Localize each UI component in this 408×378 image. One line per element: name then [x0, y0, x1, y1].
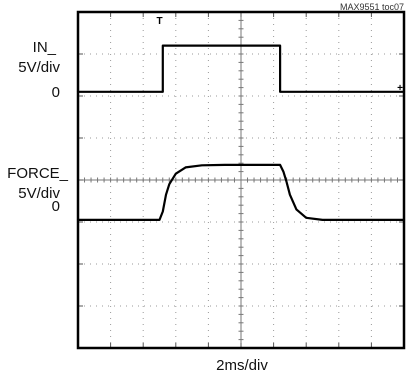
trace-force-line	[76, 163, 406, 221]
trace-in-line	[76, 44, 406, 93]
plot-frame	[76, 10, 406, 350]
figure-id: MAX9551 toc07	[340, 2, 404, 12]
channel-1-zero-label: 0	[52, 84, 60, 101]
channel-2-name: FORCE_	[7, 165, 69, 182]
plot-border	[76, 10, 406, 350]
traces	[76, 44, 406, 221]
grid	[77, 11, 405, 349]
channel-1-scale: 5V/div	[18, 59, 60, 76]
channel-2-zero-label: 0	[52, 198, 60, 215]
level-marker: +	[397, 83, 403, 94]
x-axis-label: 2ms/div	[216, 357, 268, 374]
markers: T+	[156, 16, 403, 94]
channel-2-scale: 5V/div	[18, 185, 60, 202]
channel-1-name: IN_	[33, 39, 57, 56]
trigger-marker: T	[156, 16, 162, 27]
